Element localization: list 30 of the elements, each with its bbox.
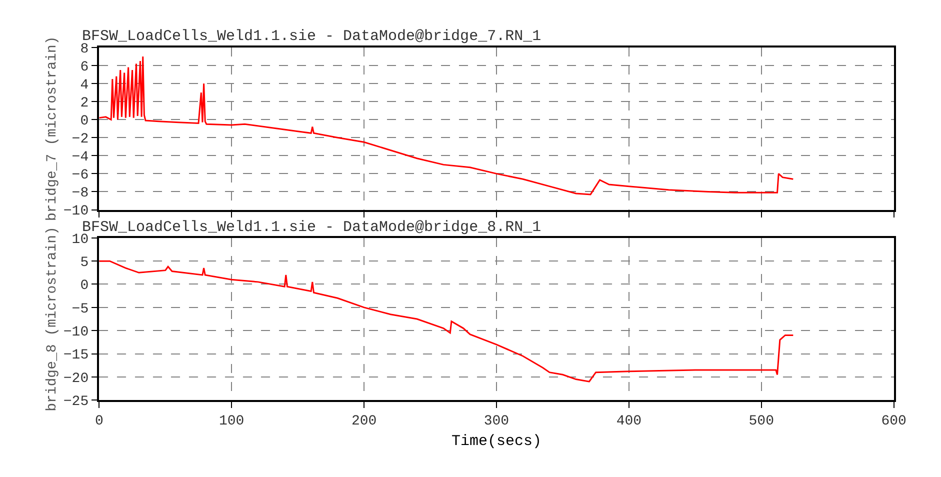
y-tick-label: 5 [80, 254, 89, 271]
y-tick-label: 0 [80, 278, 89, 294]
y-tick-label: −2 [72, 132, 89, 148]
x-tick-label: 500 [748, 414, 774, 430]
line-series [99, 56, 794, 196]
y-tick-label: −6 [72, 168, 89, 184]
y-tick-label: −10 [63, 204, 89, 220]
y-tick-label: −15 [63, 348, 89, 364]
x-axis-title: Time(secs) [451, 433, 542, 450]
y-tick-label: 6 [80, 59, 89, 76]
y-tick-label: 0 [80, 114, 89, 130]
line-series [99, 260, 794, 382]
y-tick-label: 2 [80, 95, 89, 112]
y-tick-label: 8 [80, 41, 89, 58]
y-axis-title: bridge_7 (microstrain) [44, 36, 61, 222]
x-tick-label: 100 [219, 414, 244, 430]
x-tick-label: 200 [351, 414, 377, 430]
y-tick-label: −10 [63, 324, 89, 341]
y-tick-label: −4 [72, 150, 89, 166]
y-tick-label: 10 [72, 232, 89, 248]
y-tick-label: −25 [63, 394, 89, 410]
y-tick-label: 4 [80, 77, 89, 94]
x-tick-label: 400 [616, 414, 642, 430]
x-tick-label: 0 [94, 414, 104, 430]
x-tick-label: 300 [484, 414, 510, 430]
y-tick-label: −20 [63, 370, 89, 387]
y-tick-label: −8 [72, 186, 89, 202]
y-axis-title: bridge_8 (microstrain) [44, 226, 61, 412]
x-tick-label: 600 [881, 414, 906, 430]
y-tick-label: −5 [72, 301, 89, 318]
